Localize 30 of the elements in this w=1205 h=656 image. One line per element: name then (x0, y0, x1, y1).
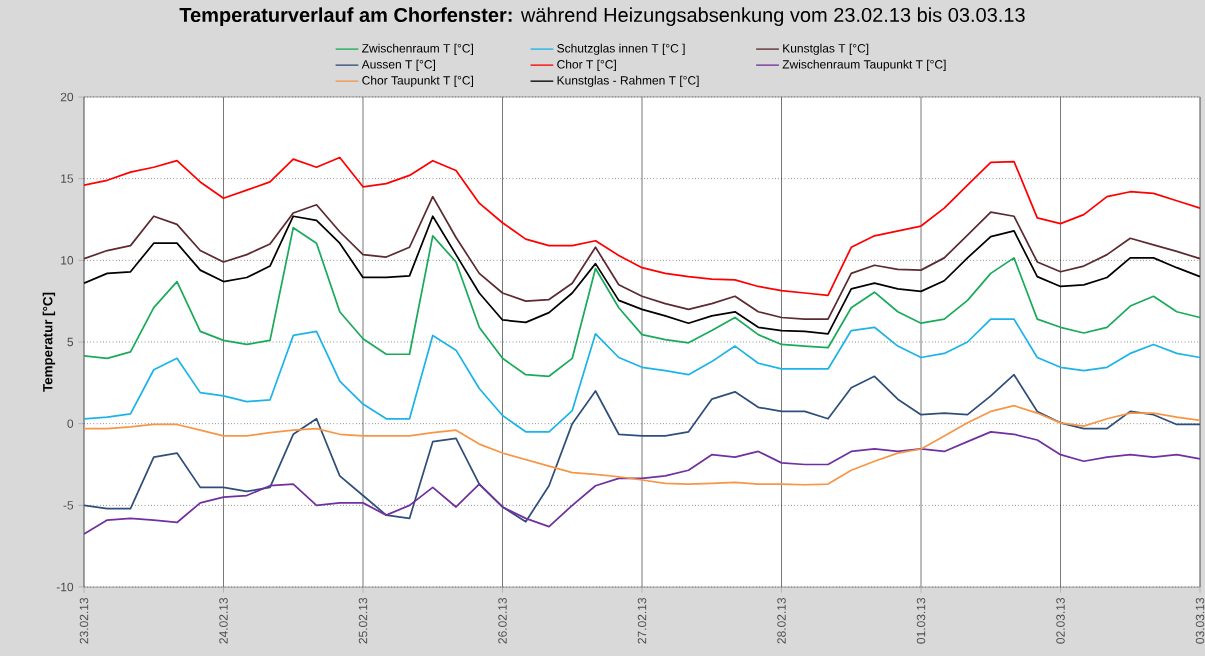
y-tick-label: 5 (67, 337, 74, 347)
x-tick-label: 23.02.13 (79, 597, 89, 644)
y-tick-label: 10 (61, 256, 74, 265)
legend-label: Aussen T [°C] (361, 59, 435, 71)
legend-label: Schutzglas innen T [°C ] (557, 43, 685, 55)
y-tick-label: 20 (60, 92, 74, 102)
x-tick-label: 02.03.13 (1056, 597, 1065, 644)
y-tick-label: 0 (67, 419, 74, 428)
x-tick-label: 03.03.13 (1195, 597, 1205, 644)
legend-label: Zwischenraum Taupunkt T [°C] (782, 59, 946, 71)
x-tick-label: 24.02.13 (219, 597, 228, 644)
x-tick-label: 28.02.13 (777, 597, 786, 644)
x-tick-label: 25.02.13 (358, 597, 368, 644)
legend-label: Chor T [°C] (557, 59, 616, 71)
legend-label: Zwischenraum T [°C] (362, 43, 473, 55)
x-tick-label: 26.02.13 (498, 597, 507, 644)
legend-label: Kunstglas - Rahmen T [°C] (557, 75, 699, 87)
legend-label: Chor Taupunkt T [°C] (362, 75, 473, 87)
line-series (84, 430, 1201, 535)
x-tick-label: 01.03.13 (916, 597, 926, 644)
y-tick-label: -5 (63, 501, 74, 510)
y-tick-label: 15 (61, 174, 74, 183)
y-tick-label: -10 (56, 582, 74, 592)
x-tick-label: 27.02.13 (637, 597, 647, 644)
chart-title: Temperaturverlauf am Chorfenster: während Heizungsabsenkung vom 23.02.13 bis 03.03.13 (179, 7, 1025, 26)
line-series (84, 373, 1201, 523)
line-series (84, 195, 1201, 320)
legend-label: Kunstglas T [°C] (783, 43, 869, 55)
line-series (84, 226, 1201, 378)
y-axis-title: Temperatur [°C] (42, 292, 56, 392)
